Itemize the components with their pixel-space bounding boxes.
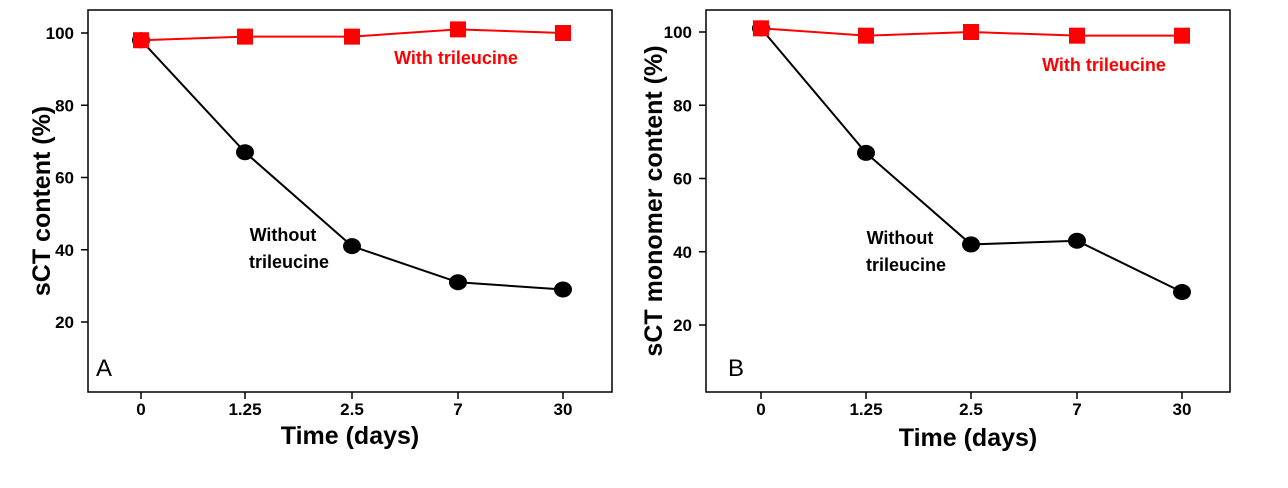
y-tick-label: 20	[673, 316, 692, 335]
x-tick-label: 1.25	[228, 400, 261, 419]
data-point	[753, 20, 769, 37]
x-axis-label: Time (days)	[281, 422, 419, 450]
data-point	[555, 25, 571, 41]
plot-frame	[87, 9, 613, 393]
plot-frame	[705, 9, 1231, 393]
x-tick-label: 30	[554, 400, 573, 419]
series-with-trileucine	[133, 21, 571, 49]
y-tick-label: 40	[55, 241, 74, 260]
annotation-with-trileucine: With trileucine	[394, 48, 518, 68]
data-point	[1174, 27, 1190, 44]
y-tick-label: 60	[673, 170, 692, 189]
x-tick-label: 0	[756, 400, 765, 419]
data-point	[1068, 232, 1086, 249]
y-tick-label: 40	[673, 243, 692, 262]
x-axis-label: Time (days)	[899, 424, 1037, 452]
data-point	[236, 144, 254, 161]
series-without-trileucine	[132, 32, 572, 298]
annotation-line: trileucine	[249, 252, 329, 272]
y-axis-label: sCT monomer content (%)	[640, 45, 668, 356]
data-point	[554, 281, 572, 298]
y-axis-label: sCT content (%)	[28, 106, 56, 296]
data-point	[858, 27, 874, 44]
x-tick-label: 7	[1072, 400, 1081, 419]
x-tick-label: 7	[453, 400, 462, 419]
x-tick-label: 2.5	[959, 400, 983, 419]
data-point	[344, 28, 360, 45]
y-tick-label: 80	[55, 96, 74, 115]
y-tick-label: 100	[46, 24, 74, 43]
y-tick-label: 60	[55, 169, 74, 188]
annotation-without-trileucine: Without trileucine	[866, 228, 946, 275]
data-point	[1173, 284, 1191, 301]
panel-label: A	[96, 355, 112, 382]
y-tick-label: 20	[55, 313, 74, 332]
x-tick-label: 0	[136, 400, 145, 419]
annotation-without-trileucine: Without trileucine	[249, 225, 329, 272]
data-point	[237, 28, 253, 45]
x-tick-label: 30	[1173, 400, 1192, 419]
y-tick-label: 100	[664, 23, 692, 42]
annotation-line: Without	[867, 228, 934, 248]
data-point	[857, 144, 875, 161]
series-with-trileucine	[753, 20, 1190, 44]
data-point	[962, 236, 980, 253]
chart-panel-b: 20 40 60 80 100 0 1.25 2.5 7 30 Time (days) sCT mon…	[640, 9, 1231, 452]
data-point	[963, 24, 979, 40]
x-tick-label: 2.5	[340, 400, 364, 419]
data-point	[450, 21, 466, 38]
chart-panel-a: 20 40 60 80 100 0 1.25 2.5 7 30 Time (days) sCT con…	[28, 9, 613, 450]
data-point	[133, 32, 149, 49]
annotation-with-trileucine: With trileucine	[1042, 55, 1166, 75]
annotation-line: trileucine	[866, 255, 946, 275]
annotation-line: Without	[250, 225, 317, 245]
data-point	[1069, 27, 1085, 44]
data-point	[343, 238, 361, 255]
panel-label: B	[728, 355, 744, 382]
y-tick-label: 80	[673, 96, 692, 115]
x-tick-label: 1.25	[849, 400, 882, 419]
data-point	[449, 274, 467, 291]
